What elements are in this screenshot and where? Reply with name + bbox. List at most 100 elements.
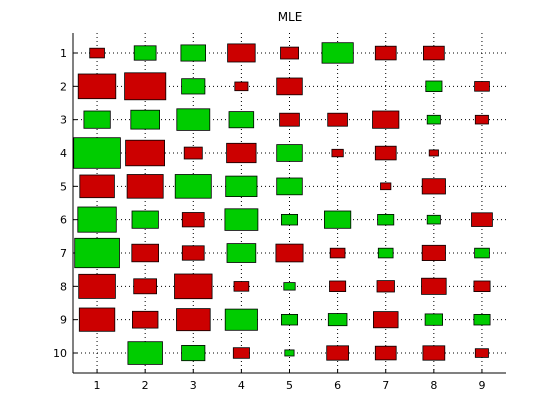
y-tick-label: 2 xyxy=(60,80,67,93)
hinton-square xyxy=(425,80,443,93)
hinton-square xyxy=(474,81,490,92)
hinton-square xyxy=(176,308,211,332)
hinton-square xyxy=(422,345,446,361)
hinton-square xyxy=(426,114,441,125)
hinton-square xyxy=(276,77,303,96)
hinton-square xyxy=(226,142,257,164)
hinton-square xyxy=(180,44,206,62)
hinton-square xyxy=(473,313,491,326)
hinton-square xyxy=(473,280,491,293)
hinton-square xyxy=(226,243,257,263)
hinton-square xyxy=(181,344,206,362)
hinton-square xyxy=(372,311,399,329)
x-tick-label: 4 xyxy=(238,379,245,392)
hinton-square xyxy=(125,139,165,167)
hinton-square xyxy=(380,182,392,191)
hinton-square xyxy=(74,237,120,269)
hinton-square xyxy=(279,112,300,127)
y-tick-label: 5 xyxy=(60,180,67,193)
hinton-square xyxy=(329,247,346,259)
x-tick-label: 5 xyxy=(286,379,293,392)
hinton-square xyxy=(374,45,397,61)
hinton-square xyxy=(326,345,350,361)
hinton-square xyxy=(224,208,259,231)
hinton-square xyxy=(377,213,395,226)
y-tick-label: 1 xyxy=(60,47,67,60)
hinton-square xyxy=(89,47,105,59)
hinton-square xyxy=(78,273,116,299)
hinton-square xyxy=(183,146,203,160)
hinton-square xyxy=(422,45,445,61)
hinton-square xyxy=(428,149,439,157)
hinton-square xyxy=(73,137,121,169)
hinton-square xyxy=(280,46,300,60)
hinton-square xyxy=(426,214,441,225)
y-tick-label: 4 xyxy=(60,147,67,160)
hinton-square xyxy=(377,247,394,259)
x-tick-label: 6 xyxy=(334,379,341,392)
hinton-square xyxy=(79,174,115,199)
hinton-square xyxy=(77,73,117,100)
hinton-square xyxy=(224,308,258,331)
hinton-square xyxy=(327,313,348,327)
hinton-square xyxy=(424,313,444,326)
hinton-square xyxy=(471,212,493,227)
y-tick-label: 6 xyxy=(60,214,67,227)
x-tick-label: 9 xyxy=(478,379,485,392)
hinton-square xyxy=(276,177,303,196)
hinton-square xyxy=(131,310,159,329)
hinton-square xyxy=(331,148,344,158)
x-tick-label: 3 xyxy=(190,379,197,392)
hinton-square xyxy=(227,43,256,63)
hinton-square xyxy=(131,243,160,263)
hinton-square xyxy=(181,78,206,95)
hinton-square xyxy=(83,110,111,129)
hinton-square xyxy=(78,307,116,332)
hinton-square xyxy=(228,111,255,129)
hinton-square xyxy=(376,280,395,293)
ticks-layer: 1 2 3 4 5 6 7 8 9 1 2 3 4 5 6 7 8 9 10 xyxy=(53,47,485,392)
hinton-square xyxy=(421,244,446,262)
hinton-square xyxy=(327,112,348,127)
x-tick-label: 8 xyxy=(430,379,437,392)
y-tick-label: 10 xyxy=(53,347,67,360)
hinton-square xyxy=(283,282,296,291)
hinton-square xyxy=(126,174,164,199)
hinton-square xyxy=(276,144,303,162)
hinton-square xyxy=(130,109,161,130)
hinton-square xyxy=(280,313,298,326)
hinton-square xyxy=(131,210,159,229)
hinton-square xyxy=(280,213,298,226)
hinton-square xyxy=(225,175,258,198)
x-tick-label: 1 xyxy=(94,379,101,392)
hinton-square xyxy=(372,110,400,129)
hinton-square xyxy=(323,210,352,229)
y-tick-label: 8 xyxy=(60,280,67,293)
hinton-square xyxy=(234,81,249,92)
hinton-square xyxy=(329,280,347,293)
hinton-square xyxy=(374,145,397,161)
y-tick-label: 3 xyxy=(60,114,67,127)
hinton-square xyxy=(174,174,212,199)
hinton-square xyxy=(275,243,304,263)
hinton-square xyxy=(133,278,157,295)
hinton-square xyxy=(233,281,250,292)
hinton-square xyxy=(232,347,250,359)
y-tick-label: 7 xyxy=(60,247,67,260)
hinton-square xyxy=(284,349,295,357)
boxes-layer xyxy=(73,42,493,365)
hinton-square xyxy=(176,108,211,131)
hinton-square xyxy=(133,45,157,61)
hinton-square xyxy=(421,178,446,195)
hinton-square xyxy=(374,345,397,361)
hinton-square xyxy=(77,206,117,233)
hinton-square xyxy=(127,341,163,365)
hinton-square xyxy=(124,72,167,101)
y-tick-label: 9 xyxy=(60,314,67,327)
hinton-square xyxy=(421,277,447,295)
hinton-square xyxy=(181,212,205,228)
hinton-square xyxy=(474,114,489,125)
hinton-square xyxy=(321,42,354,64)
chart-title: MLE xyxy=(278,10,303,24)
